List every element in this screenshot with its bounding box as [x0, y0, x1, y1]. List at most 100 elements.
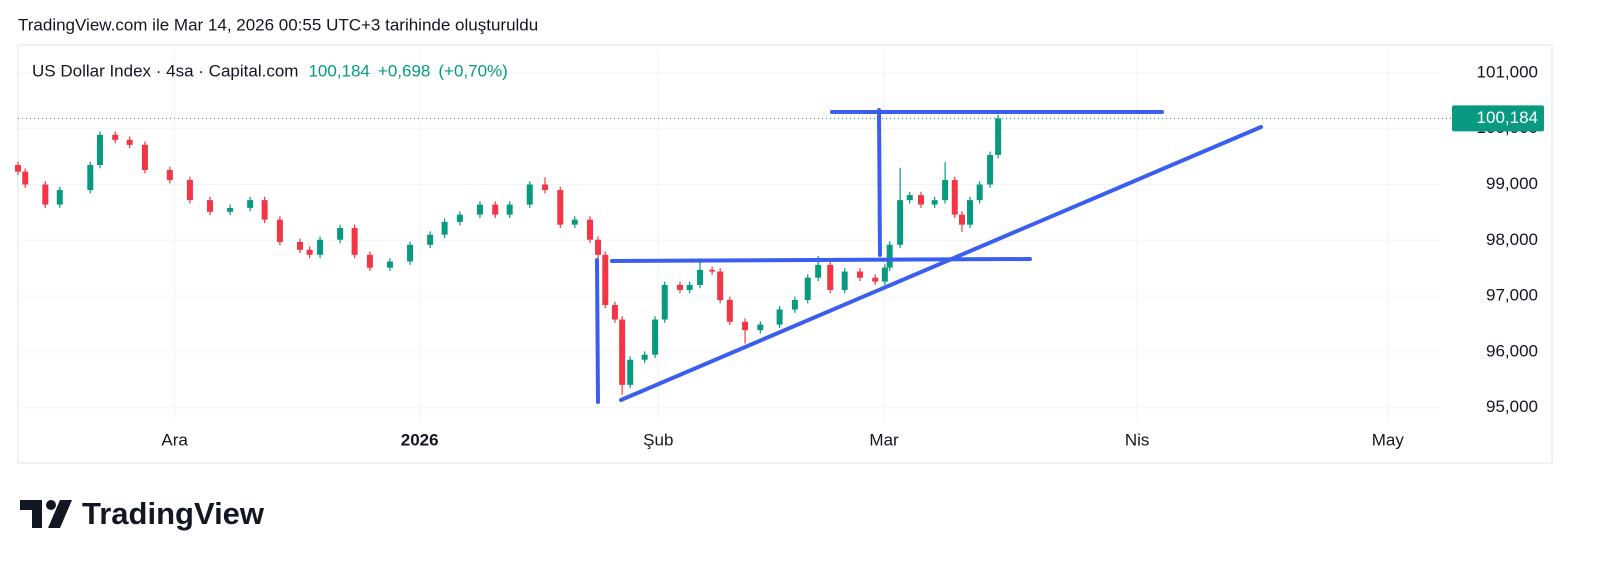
candle-body [306, 249, 313, 255]
change-percent: (+0,70%) [438, 61, 507, 80]
candle-body [186, 180, 193, 201]
x-tick-label: May [1372, 430, 1405, 449]
candle-body [96, 134, 103, 165]
candle-body [776, 309, 783, 325]
logo-icon [20, 500, 72, 528]
candle-body [87, 164, 94, 191]
candle-body [841, 271, 848, 290]
candle-body [918, 195, 925, 205]
y-tick-label: 97,000 [1486, 286, 1538, 305]
candle-body [757, 324, 764, 331]
candle-body [958, 214, 965, 225]
y-tick-label: 98,000 [1486, 230, 1538, 249]
candle-body [141, 144, 148, 170]
change: +0,698 [378, 61, 430, 80]
candle-body [56, 190, 63, 205]
grid [18, 50, 1440, 420]
x-tick-label: Şub [643, 430, 673, 449]
candle-body [506, 204, 513, 215]
candle-body [207, 200, 214, 212]
candle-body [407, 244, 414, 262]
candle-body [804, 277, 811, 301]
candle-body [881, 267, 888, 282]
x-tick-label: Mar [869, 430, 899, 449]
y-tick-label: 96,000 [1486, 341, 1538, 360]
last-price-tag-label: 100,184 [1477, 108, 1538, 127]
legend: US Dollar Index · 4sa · Capital.com 100,… [32, 61, 508, 80]
candle-body [227, 207, 234, 212]
candle-body [296, 241, 303, 250]
header: TradingView.com ile Mar 14, 2026 00:55 U… [18, 15, 538, 34]
candle-body [652, 319, 659, 355]
candle-body [337, 228, 344, 240]
candle-body [441, 221, 448, 235]
candle-body [709, 269, 716, 272]
candle-body [951, 180, 958, 215]
candle-body [967, 200, 974, 225]
candle-body [42, 184, 49, 205]
candle-body [827, 264, 834, 290]
candle-body [726, 300, 733, 322]
candle-body [611, 305, 618, 320]
candle-body [595, 239, 602, 255]
y-tick-label: 101,000 [1477, 62, 1538, 81]
candle-body [886, 244, 893, 268]
candle-body [15, 164, 21, 172]
candle-body [476, 204, 483, 215]
candle-body [627, 359, 634, 385]
candle-body [351, 228, 358, 255]
candle-body [906, 195, 913, 201]
candle-body [456, 214, 463, 222]
candle-body [976, 184, 983, 201]
candle-body [492, 204, 499, 215]
candle-body [742, 321, 749, 331]
candle-body [587, 219, 594, 240]
candle-body [261, 200, 268, 220]
brand: TradingView [82, 496, 265, 531]
candle-body [22, 171, 29, 185]
candle-body [276, 219, 283, 242]
trend-line [610, 257, 1032, 263]
candle-body [641, 354, 648, 360]
candle-body [317, 239, 324, 255]
candle-body [791, 300, 798, 310]
candle-body [526, 184, 533, 205]
candle-body [697, 269, 704, 285]
candle-body [995, 118, 1002, 155]
candle-body [542, 184, 549, 191]
candle-body [126, 139, 133, 145]
y-tick-label: 99,000 [1486, 174, 1538, 193]
chart-frame [17, 44, 1553, 464]
y-tick-label: 95,000 [1486, 397, 1538, 416]
candle-body [602, 254, 609, 306]
candle-body [856, 271, 863, 278]
candle-body [557, 190, 564, 225]
candles [15, 114, 1002, 395]
trend-line [595, 258, 600, 404]
candle-body [676, 284, 683, 290]
candle-body [247, 200, 254, 208]
trend-line [877, 108, 882, 257]
candle-body [661, 284, 668, 320]
candle-body [987, 154, 994, 185]
candle-body [815, 264, 822, 278]
axes: 95,00096,00097,00098,00099,000100,000101… [18, 62, 1544, 449]
symbol-title: US Dollar Index · 4sa · Capital.com [32, 61, 298, 80]
candle-body [872, 277, 879, 282]
x-tick-label: Nis [1125, 430, 1150, 449]
candle-body [717, 271, 724, 301]
candle-body [366, 254, 373, 268]
x-tick-label: 2026 [401, 430, 439, 449]
candle-body [166, 169, 173, 181]
candle-body [571, 219, 578, 225]
x-tick-label: Ara [161, 430, 188, 449]
candle-body [942, 180, 949, 201]
last-price: 100,184 [308, 61, 369, 80]
candle-body [686, 284, 693, 290]
last-price-tag [1452, 105, 1544, 132]
candle-body [427, 234, 434, 245]
candle-body [619, 319, 626, 385]
candle-body [931, 200, 938, 205]
candle-body [897, 200, 904, 245]
